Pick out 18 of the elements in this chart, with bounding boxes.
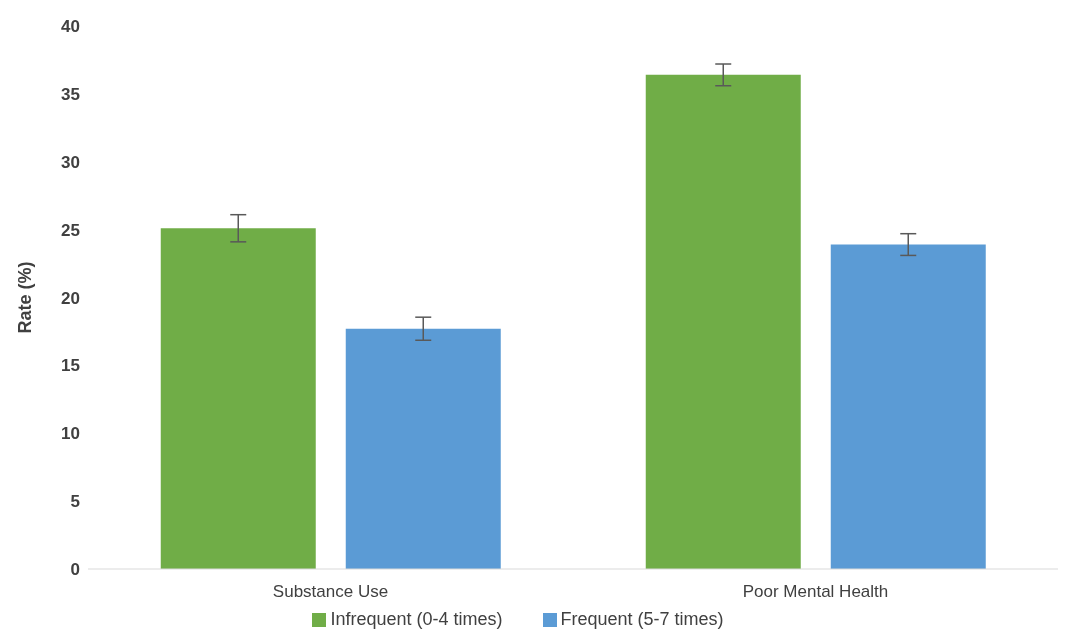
bar xyxy=(645,74,801,569)
y-tick-label: 20 xyxy=(61,288,80,308)
y-axis-title: Rate (%) xyxy=(15,261,36,334)
y-tick-label: 40 xyxy=(61,17,80,37)
bar xyxy=(830,244,986,569)
x-tick-label: Poor Mental Health xyxy=(742,582,889,602)
legend-label: Frequent (5-7 times) xyxy=(560,609,724,629)
y-tick-label: 25 xyxy=(61,220,80,240)
y-tick-label: 15 xyxy=(61,356,80,376)
legend-label: Infrequent (0-4 times) xyxy=(330,609,503,629)
bar xyxy=(160,228,316,569)
bar xyxy=(345,328,501,569)
y-tick-label: 35 xyxy=(61,84,80,104)
y-tick-label: 30 xyxy=(61,152,80,172)
y-tick-label: 10 xyxy=(61,424,80,444)
x-tick-label: Substance Use xyxy=(272,582,389,602)
y-tick-label: 5 xyxy=(70,492,80,512)
y-tick-label: 0 xyxy=(70,560,80,580)
